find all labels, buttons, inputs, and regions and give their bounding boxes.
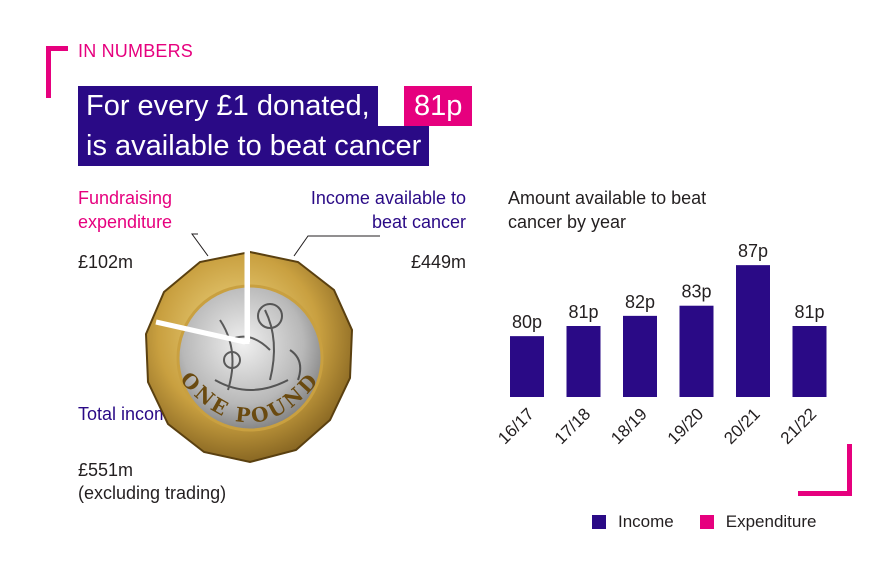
bar-value-label: 82p xyxy=(625,292,655,312)
legend-label-income: Income xyxy=(618,512,674,531)
legend-item-income: Income xyxy=(592,512,674,532)
pound-coin-pie: ONE POUND xyxy=(144,233,380,464)
bar-21-22 xyxy=(792,326,827,397)
bar-19-20 xyxy=(679,305,714,397)
chart-title: Amount available to beat cancer by year xyxy=(508,188,707,232)
income-available-amount: £449m xyxy=(410,252,466,272)
bar-20-21 xyxy=(736,265,770,397)
bar-chart: 80p 81p 82p 83p 87p 81p 16/17 17/18 18/19 19/20 2… xyxy=(494,241,827,448)
corner-bracket-bottom-right xyxy=(798,444,852,496)
section-kicker: IN NUMBERS xyxy=(78,41,194,61)
income-available-label: Income available to beat cancer xyxy=(310,188,466,232)
bar-16-17 xyxy=(510,336,544,397)
fundraising-expenditure-amount: £102m xyxy=(78,252,134,272)
total-income-label: Total income xyxy=(78,404,180,424)
total-income-note: (excluding trading) xyxy=(78,483,227,503)
total-income-amount: £551m xyxy=(78,460,134,480)
category-tick-label: 16/17 xyxy=(494,404,538,448)
bar-18-19 xyxy=(623,315,657,397)
category-tick-label: 19/20 xyxy=(664,404,708,448)
category-tick-label: 18/19 xyxy=(607,404,651,448)
category-tick-label: 21/22 xyxy=(777,404,821,448)
bar-17-18 xyxy=(566,326,601,397)
chart-legend: Income Expenditure xyxy=(592,512,842,532)
bar-value-label: 80p xyxy=(512,312,542,332)
fundraising-expenditure-label: Fundraising expenditure xyxy=(78,188,173,232)
legend-label-expenditure: Expenditure xyxy=(725,512,817,531)
headline-line-2: is available to beat cancer xyxy=(78,126,430,166)
bar-value-label: 87p xyxy=(738,241,768,261)
headline-badge: 81p xyxy=(404,86,473,126)
category-tick-label: 17/18 xyxy=(551,404,595,448)
bar-value-label: 81p xyxy=(568,302,598,322)
legend-swatch-income xyxy=(592,515,606,529)
legend-swatch-expenditure xyxy=(699,515,714,529)
corner-bracket-top-left xyxy=(46,46,68,98)
bar-value-label: 81p xyxy=(794,302,824,322)
category-tick-label: 20/21 xyxy=(720,404,764,448)
headline-line-1: For every £1 donated, xyxy=(78,86,378,126)
bar-value-label: 83p xyxy=(681,282,711,302)
legend-item-expenditure: Expenditure xyxy=(699,512,817,532)
